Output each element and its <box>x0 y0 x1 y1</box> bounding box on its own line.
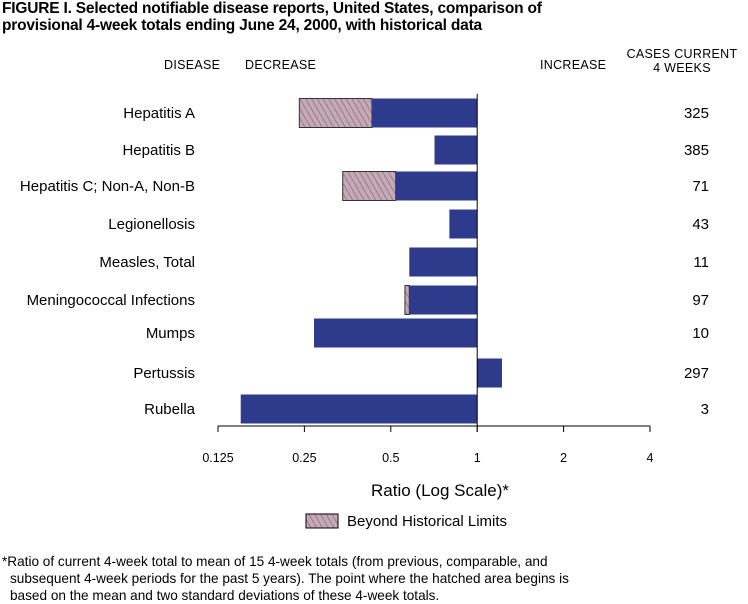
cases-header-line-1: CASES CURRENT <box>626 47 738 61</box>
x-tick-label: 0.25 <box>292 451 316 465</box>
legend: Beyond Historical Limits <box>305 513 507 530</box>
footnote-line-3: based on the mean and two standard devia… <box>10 588 440 603</box>
footnote-line-2: subsequent 4-week periods for the past 5… <box>10 571 569 586</box>
case-count: 11 <box>693 254 709 271</box>
category-label: Meningococcal Infections <box>27 292 195 309</box>
cases-column-header: CASES CURRENT 4 WEEKS <box>620 47 744 75</box>
category-label: Rubella <box>144 401 196 418</box>
legend-label: Beyond Historical Limits <box>347 513 507 530</box>
category-label: Hepatitis C; Non-A, Non-B <box>20 178 195 195</box>
increase-header: INCREASE <box>540 58 607 72</box>
ratio-bar <box>434 135 478 165</box>
decrease-header: DECREASE <box>245 58 317 72</box>
x-tick-label: 2 <box>560 451 567 465</box>
x-tick-label: 0.5 <box>382 451 399 465</box>
x-tick-label: 4 <box>647 451 654 465</box>
bars-group <box>240 98 502 424</box>
category-label: Measles, Total <box>99 254 195 271</box>
x-axis-group: 0.125 0.25 0.5 1 2 4 <box>202 94 654 465</box>
legend-swatch <box>305 513 339 529</box>
category-label: Legionellosis <box>108 216 195 233</box>
ratio-bar <box>313 318 478 348</box>
footnote: *Ratio of current 4-week total to mean o… <box>2 553 748 604</box>
category-label: Hepatitis B <box>122 142 195 159</box>
category-label: Hepatitis A <box>123 105 195 122</box>
case-count: 3 <box>701 401 709 418</box>
x-tick-label: 1 <box>474 451 481 465</box>
title-line-1: FIGURE I. Selected notifiable disease re… <box>2 0 542 17</box>
case-counts-group: 325 385 71 43 11 97 10 297 3 <box>684 105 709 418</box>
ratio-bar <box>409 247 478 277</box>
ratio-bar <box>449 209 478 239</box>
ratio-bar <box>477 358 502 388</box>
case-count: 297 <box>684 365 709 382</box>
title-line-2: provisional 4-week totals ending June 24… <box>2 17 482 34</box>
footnote-line-1: *Ratio of current 4-week total to mean o… <box>2 554 548 569</box>
category-label: Pertussis <box>133 365 195 382</box>
figure-title: FIGURE I. Selected notifiable disease re… <box>2 0 542 34</box>
ratio-bar <box>372 98 478 128</box>
ratio-bar <box>240 394 478 424</box>
cases-header-line-2: 4 WEEKS <box>653 61 711 75</box>
ratio-bar <box>409 285 478 315</box>
case-count: 10 <box>692 325 709 342</box>
case-count: 325 <box>684 105 709 122</box>
category-label: Mumps <box>146 325 195 342</box>
beyond-limits-segment <box>298 98 373 128</box>
case-count: 385 <box>684 142 709 159</box>
case-count: 97 <box>692 292 709 309</box>
case-count: 71 <box>692 178 709 195</box>
beyond-limits-segment <box>404 285 410 315</box>
case-count: 43 <box>692 216 709 233</box>
x-axis-label: Ratio (Log Scale)* <box>371 481 509 500</box>
category-labels-group: Hepatitis A Hepatitis B Hepatitis C; Non-A… <box>20 105 196 418</box>
beyond-limits-segment <box>342 171 397 201</box>
ratio-bar <box>395 171 478 201</box>
x-tick-label: 0.125 <box>202 451 233 465</box>
disease-column-header: DISEASE <box>164 58 221 72</box>
